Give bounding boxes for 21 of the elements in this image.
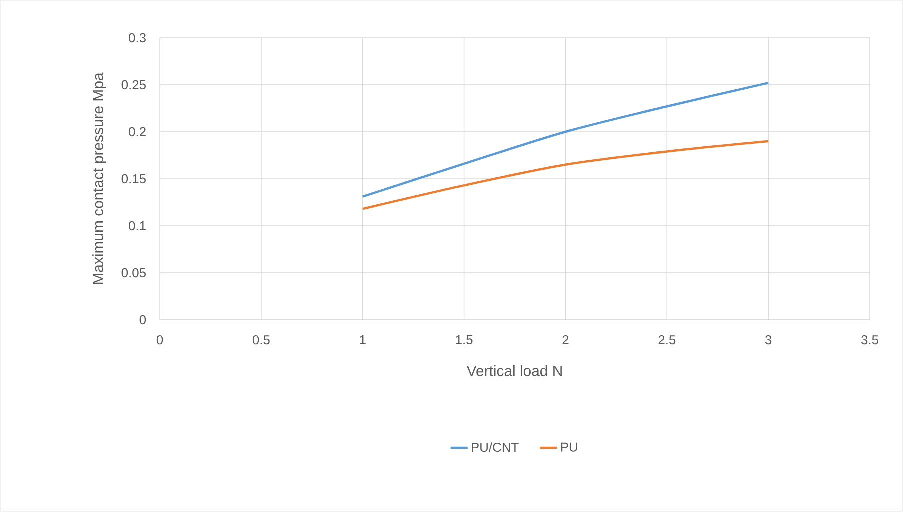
y-tick-label: 0.2 (129, 127, 146, 137)
y-tick-label: 0.1 (129, 221, 146, 231)
x-axis-title: Vertical load N (466, 365, 562, 376)
y-axis-title: Maximum contact pressure Mpa (92, 72, 107, 284)
line-series (362, 82, 770, 198)
x-tick-label: 1.5 (456, 335, 473, 344)
x-tick-label: 0.5 (252, 335, 270, 345)
x-tick-label: 2 (562, 335, 569, 345)
y-tick-label: 0.3 (129, 33, 146, 43)
x-tick-label: 1 (360, 335, 366, 344)
x-tick-label: 3.5 (862, 335, 878, 345)
y-tick-label: 0.05 (122, 268, 146, 278)
legend-label: PU/CNT (472, 442, 519, 452)
x-tick-label: 3 (765, 335, 772, 345)
y-tick-label: 0 (140, 315, 146, 325)
x-tick-label: 0 (156, 335, 164, 345)
y-tick-label: 0.15 (122, 174, 146, 184)
x-tick-label: 2.5 (658, 335, 676, 345)
line-series (362, 140, 770, 210)
y-tick-label: 0.25 (122, 80, 146, 90)
legend-label: PU (561, 442, 578, 452)
